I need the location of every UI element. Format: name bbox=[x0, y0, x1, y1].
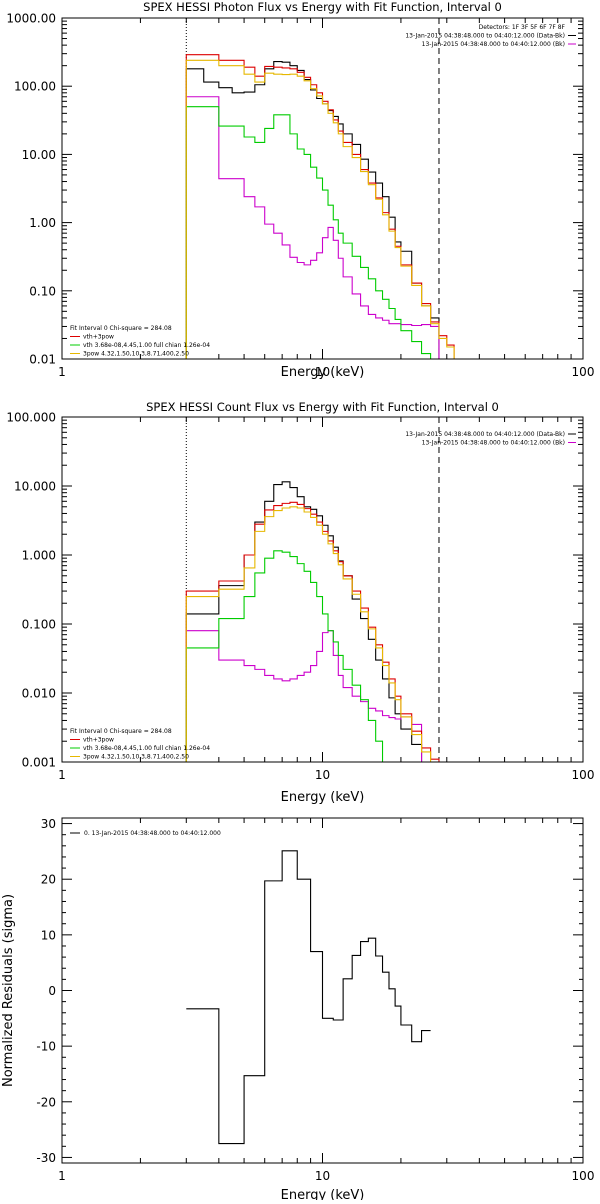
y-tick-label: 100.00 bbox=[14, 80, 56, 94]
series-data-bk bbox=[185, 60, 440, 359]
series-group bbox=[186, 850, 431, 1145]
y-minor-ticks bbox=[62, 419, 583, 742]
x-tick-label: 100 bbox=[572, 1169, 595, 1183]
y-tick-label: 1000.00 bbox=[6, 12, 56, 26]
x-tick-label: 10 bbox=[315, 768, 330, 782]
series-vth-3pow bbox=[185, 54, 455, 359]
y-tick-label: 1.000 bbox=[22, 549, 56, 563]
y-minor-ticks bbox=[62, 834, 583, 1147]
legend-entry: vth 3.68e-08,4.45,1.00 full chian 1.26e-… bbox=[83, 745, 210, 752]
legend-entry: 3pow 4.32,1.50,10.3,8.71,400,2.50 bbox=[83, 754, 189, 761]
y-tick-label: 20 bbox=[41, 873, 56, 887]
chart-panel-3: 1 10 100 -30 -20 -10 0 10 20 30 Energy (keV) Normal… bbox=[1, 817, 595, 1203]
x-tick-label: 1 bbox=[58, 768, 66, 782]
legend-entry: 13-Jan-2015 04:38:48.000 to 04:40:12.000… bbox=[422, 41, 565, 48]
chart-title: SPEX HESSI Count Flux vs Energy with Fit… bbox=[146, 400, 499, 414]
legend-top: 0. 13-Jan-2015 04:38:48.000 to 04:40:12.… bbox=[70, 830, 221, 837]
x-minor-ticks bbox=[139, 417, 572, 762]
chart-title: SPEX HESSI Photon Flux vs Energy with Fi… bbox=[143, 0, 502, 14]
y-tick-label: 0.001 bbox=[22, 756, 56, 770]
legend-entry: vth 3.68e-08,4.45,1.00 full chian 1.26e-… bbox=[83, 342, 210, 349]
x-minor-ticks bbox=[139, 18, 572, 359]
x-axis-label: Energy (keV) bbox=[281, 365, 365, 380]
y-tick-label: 0.01 bbox=[29, 353, 56, 367]
y-tick-label: 1.00 bbox=[29, 216, 56, 230]
series-bk bbox=[185, 96, 440, 359]
legend-chi-square: Fit Interval 0 Chi-square = 284.08 bbox=[70, 728, 172, 735]
y-tick-label: 10.00 bbox=[22, 148, 56, 162]
series-3pow bbox=[185, 506, 440, 762]
y-tick-label: -20 bbox=[36, 1095, 56, 1109]
x-tick-label: 10 bbox=[315, 1169, 330, 1183]
series-3pow bbox=[185, 59, 455, 359]
series-vth-3pow bbox=[185, 501, 440, 762]
y-tick-label: -30 bbox=[36, 1151, 56, 1165]
y-tick-label: 10 bbox=[41, 928, 56, 942]
y-tick-label: -10 bbox=[36, 1040, 56, 1054]
plot-frame bbox=[61, 17, 584, 360]
plot-frame bbox=[61, 416, 584, 763]
legend-fit: Fit Interval 0 Chi-square = 284.08 vth+3p… bbox=[70, 728, 210, 761]
series-vth bbox=[185, 550, 384, 762]
x-tick-label: 10 bbox=[315, 365, 330, 379]
y-tick-label: 10.000 bbox=[14, 480, 56, 494]
x-axis-label: Energy (keV) bbox=[281, 1188, 365, 1200]
legend-entry: 13-Jan-2015 04:38:48.000 to 04:40:12.000… bbox=[405, 431, 565, 438]
series-0-13-jan-2015-04-38-48-000-to-04-40-12-000 bbox=[186, 850, 431, 1145]
x-tick-label: 1 bbox=[58, 365, 66, 379]
legend-detectors: Detectors: 1F 3F 5F 6F 7F 8F bbox=[479, 24, 566, 31]
legend-chi-square: Fit Interval 0 Chi-square = 284.08 bbox=[70, 325, 172, 332]
legend-entry: 3pow 4.32,1.50,10.3,8.71,400,2.50 bbox=[83, 351, 189, 358]
chart-panel-2: SPEX HESSI Count Flux vs Energy with Fit… bbox=[6, 400, 594, 805]
y-minor-ticks bbox=[62, 20, 583, 339]
series-vth bbox=[185, 106, 432, 359]
series-data-bk bbox=[185, 481, 423, 762]
y-tick-label: 0.10 bbox=[29, 284, 56, 298]
series-group bbox=[185, 481, 440, 762]
y-tick-label: 0.100 bbox=[22, 618, 56, 632]
series-bk bbox=[185, 630, 423, 762]
x-tick-label: 100 bbox=[572, 768, 595, 782]
legend-top: 13-Jan-2015 04:38:48.000 to 04:40:12.000… bbox=[405, 431, 576, 447]
legend-entry: 13-Jan-2015 04:38:48.000 to 04:40:12.000… bbox=[405, 33, 565, 40]
legend-top: Detectors: 1F 3F 5F 6F 7F 8F 13-Jan-2015 … bbox=[405, 24, 576, 48]
y-tick-label: 0 bbox=[48, 984, 56, 998]
legend-entry: vth+3pow bbox=[83, 737, 114, 744]
legend-entry: 0. 13-Jan-2015 04:38:48.000 to 04:40:12.… bbox=[84, 830, 221, 837]
plot-frame bbox=[61, 817, 584, 1164]
x-tick-label: 100 bbox=[572, 365, 595, 379]
chart-panel-1: SPEX HESSI Photon Flux vs Energy with Fi… bbox=[6, 0, 594, 380]
y-tick-label: 0.010 bbox=[22, 687, 56, 701]
legend-entry: vth+3pow bbox=[83, 334, 114, 341]
x-minor-ticks bbox=[139, 818, 572, 1163]
x-tick-label: 1 bbox=[58, 1169, 66, 1183]
y-axis-label: Normalized Residuals (sigma) bbox=[1, 894, 16, 1087]
legend-entry: 13-Jan-2015 04:38:48.000 to 04:40:12.000… bbox=[422, 440, 565, 447]
legend-fit: Fit Interval 0 Chi-square = 284.08 vth+3p… bbox=[70, 325, 210, 358]
y-tick-label: 100.000 bbox=[6, 411, 56, 425]
x-axis-label: Energy (keV) bbox=[281, 790, 365, 805]
series-group bbox=[185, 54, 455, 359]
y-tick-label: 30 bbox=[41, 817, 56, 831]
